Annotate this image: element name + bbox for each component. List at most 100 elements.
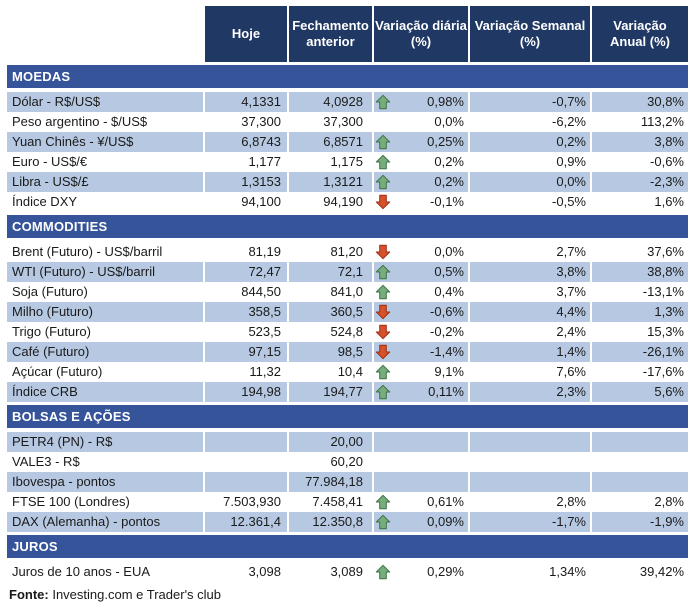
row-label: Índice DXY	[12, 194, 78, 209]
daily-change-value: 0,5%	[434, 264, 464, 279]
fechamento-value: 94,190	[323, 194, 363, 209]
daily-change-cell: 0,29%	[374, 562, 468, 582]
row-label: Peso argentino - $/US$	[12, 114, 148, 129]
up-arrow-icon	[375, 564, 391, 580]
hoje-value: 6,8743	[205, 132, 287, 152]
weekly-change-value: 0,2%	[470, 132, 590, 152]
daily-change-cell: -0,2%	[374, 322, 468, 342]
row-label: Café (Futuro)	[7, 342, 203, 362]
annual-change-value: 113,2%	[640, 114, 684, 129]
up-arrow-icon	[375, 154, 391, 170]
hoje-value: 94,100	[241, 194, 281, 209]
fechamento-value: 4,0928	[289, 92, 372, 112]
row-label: Dólar - R$/US$	[7, 92, 203, 112]
up-arrow-icon	[375, 364, 391, 380]
table-row: Juros de 10 anos - EUA 3,098 3,089 0,29% 1,3…	[7, 562, 688, 582]
weekly-change-value: 0,0%	[470, 172, 590, 192]
up-arrow-icon	[375, 174, 391, 190]
daily-change-cell	[374, 472, 468, 492]
table-row: Yuan Chinês - ¥/US$ 6,8743 6,8571 0,25% 0,2%…	[7, 132, 688, 152]
down-arrow-icon	[375, 344, 391, 360]
up-arrow-icon	[375, 514, 391, 530]
daily-change-cell: 0,2%	[374, 152, 468, 172]
daily-change-value: 0,25%	[427, 134, 464, 149]
up-arrow-icon	[375, 94, 391, 110]
annual-change-value: 2,8%	[654, 494, 684, 509]
column-header: Variação Anual (%)	[592, 6, 688, 62]
daily-change-value: 0,98%	[427, 94, 464, 109]
hoje-value: 7.503,930	[223, 494, 281, 509]
daily-change-cell: 0,2%	[374, 172, 468, 192]
fechamento-value: 1,175	[330, 154, 363, 169]
hoje-value: 37,300	[241, 114, 281, 129]
annual-change-value: 30,8%	[592, 92, 688, 112]
daily-change-cell: -1,4%	[374, 342, 468, 362]
annual-change-value: -17,6%	[642, 364, 684, 379]
daily-change-cell: 9,1%	[374, 362, 468, 382]
hoje-value: 358,5	[205, 302, 287, 322]
daily-change-value: -0,1%	[430, 194, 464, 209]
column-header: Fechamento anterior	[289, 6, 372, 62]
column-header: Variação Semanal (%)	[470, 6, 590, 62]
table-row: Euro - US$/€ 1,177 1,175 0,2% 0,9% -0,6%	[7, 152, 688, 172]
hoje-value: 72,47	[205, 262, 287, 282]
daily-change-value: 0,0%	[434, 244, 464, 259]
weekly-change-value: 3,8%	[470, 262, 590, 282]
fechamento-value: 12.350,8	[289, 512, 372, 532]
table-row: Milho (Futuro) 358,5 360,5 -0,6% 4,4% 1,3%	[7, 302, 688, 322]
row-label: Brent (Futuro) - US$/barril	[12, 244, 163, 259]
daily-change-cell	[374, 432, 468, 452]
fechamento-value: 60,20	[330, 454, 363, 469]
annual-change-value: 38,8%	[592, 262, 688, 282]
annual-change-value	[592, 432, 688, 452]
fechamento-value: 7.458,41	[312, 494, 363, 509]
daily-change-value: 0,09%	[427, 514, 464, 529]
table-body: MOEDAS Dólar - R$/US$ 4,1331 4,0928 0,98% -0,…	[7, 65, 688, 582]
row-label: PETR4 (PN) - R$	[7, 432, 203, 452]
weekly-change-value: 7,6%	[556, 364, 586, 379]
annual-change-value: -2,3%	[592, 172, 688, 192]
hoje-value: 523,5	[248, 324, 281, 339]
annual-change-value: 15,3%	[647, 324, 684, 339]
row-label: Libra - US$/£	[7, 172, 203, 192]
annual-change-value	[592, 472, 688, 492]
hoje-value: 1,177	[248, 154, 281, 169]
daily-change-cell: -0,6%	[374, 302, 468, 322]
table-row: Café (Futuro) 97,15 98,5 -1,4% 1,4% -26,1%	[7, 342, 688, 362]
hoje-value	[205, 432, 287, 452]
daily-change-cell: 0,4%	[374, 282, 468, 302]
table-row: Índice DXY 94,100 94,190 -0,1% -0,5% 1,6%	[7, 192, 688, 212]
hoje-value: 844,50	[241, 284, 281, 299]
row-label: Açúcar (Futuro)	[12, 364, 103, 379]
daily-change-value: -0,2%	[430, 324, 464, 339]
table-row: Brent (Futuro) - US$/barril 81,19 81,20 0,0…	[7, 242, 688, 262]
table-row: PETR4 (PN) - R$ 20,00	[7, 432, 688, 452]
table-row: VALE3 - R$ 60,20	[7, 452, 688, 472]
daily-change-value: 0,11%	[428, 384, 464, 399]
annual-change-value: 3,8%	[592, 132, 688, 152]
annual-change-value: -0,6%	[650, 154, 684, 169]
daily-change-cell: 0,09%	[374, 512, 468, 532]
weekly-change-value: -0,5%	[552, 194, 586, 209]
weekly-change-value	[470, 452, 590, 472]
annual-change-value: 5,6%	[592, 382, 688, 402]
column-header: Hoje	[205, 6, 287, 62]
fechamento-value: 1,3121	[289, 172, 372, 192]
section-header: BOLSAS E AÇÕES	[7, 405, 688, 428]
fechamento-value: 77.984,18	[289, 472, 372, 492]
fechamento-value: 524,8	[330, 324, 363, 339]
table-row: Dólar - R$/US$ 4,1331 4,0928 0,98% -0,7% 30,8…	[7, 92, 688, 112]
daily-change-value: 0,61%	[427, 494, 464, 509]
annual-change-value: 39,42%	[639, 564, 684, 579]
row-label: Soja (Futuro)	[12, 284, 88, 299]
hoje-value: 11,32	[249, 364, 281, 379]
table-header-row: Hoje Fechamento anterior Variação diária (…	[7, 6, 688, 62]
table-row: Trigo (Futuro) 523,5 524,8 -0,2% 2,4% 15,3%	[7, 322, 688, 342]
annual-change-value: -13,1%	[642, 284, 684, 299]
hoje-value	[205, 472, 287, 492]
row-label: Trigo (Futuro)	[12, 324, 91, 339]
annual-change-value: -1,9%	[592, 512, 688, 532]
daily-change-cell: 0,5%	[374, 262, 468, 282]
hoje-value: 1,3153	[205, 172, 287, 192]
